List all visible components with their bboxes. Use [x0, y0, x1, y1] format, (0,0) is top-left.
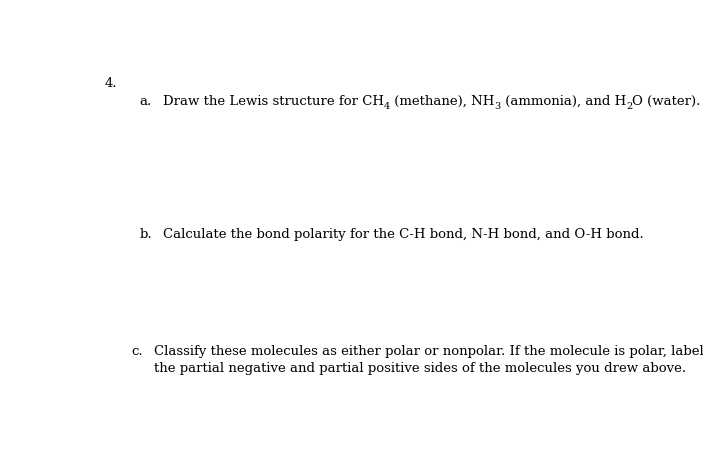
Text: a.: a.: [140, 95, 152, 108]
Text: Calculate the bond polarity for the C-H bond, N-H bond, and O-H bond.: Calculate the bond polarity for the C-H …: [163, 228, 644, 241]
Text: 4.: 4.: [104, 77, 117, 90]
Text: 3: 3: [495, 102, 501, 111]
Text: Classify these molecules as either polar or nonpolar. If the molecule is polar, : Classify these molecules as either polar…: [155, 345, 703, 358]
Text: (methane), NH: (methane), NH: [390, 95, 495, 108]
Text: the partial negative and partial positive sides of the molecules you drew above.: the partial negative and partial positiv…: [155, 362, 686, 375]
Text: Draw the Lewis structure for CH: Draw the Lewis structure for CH: [163, 95, 384, 108]
Text: c.: c.: [131, 345, 143, 358]
Text: (ammonia), and H: (ammonia), and H: [501, 95, 626, 108]
Text: O (water).: O (water).: [633, 95, 701, 108]
Text: 4: 4: [384, 102, 390, 111]
Text: 2: 2: [626, 102, 633, 111]
Text: b.: b.: [140, 228, 153, 241]
